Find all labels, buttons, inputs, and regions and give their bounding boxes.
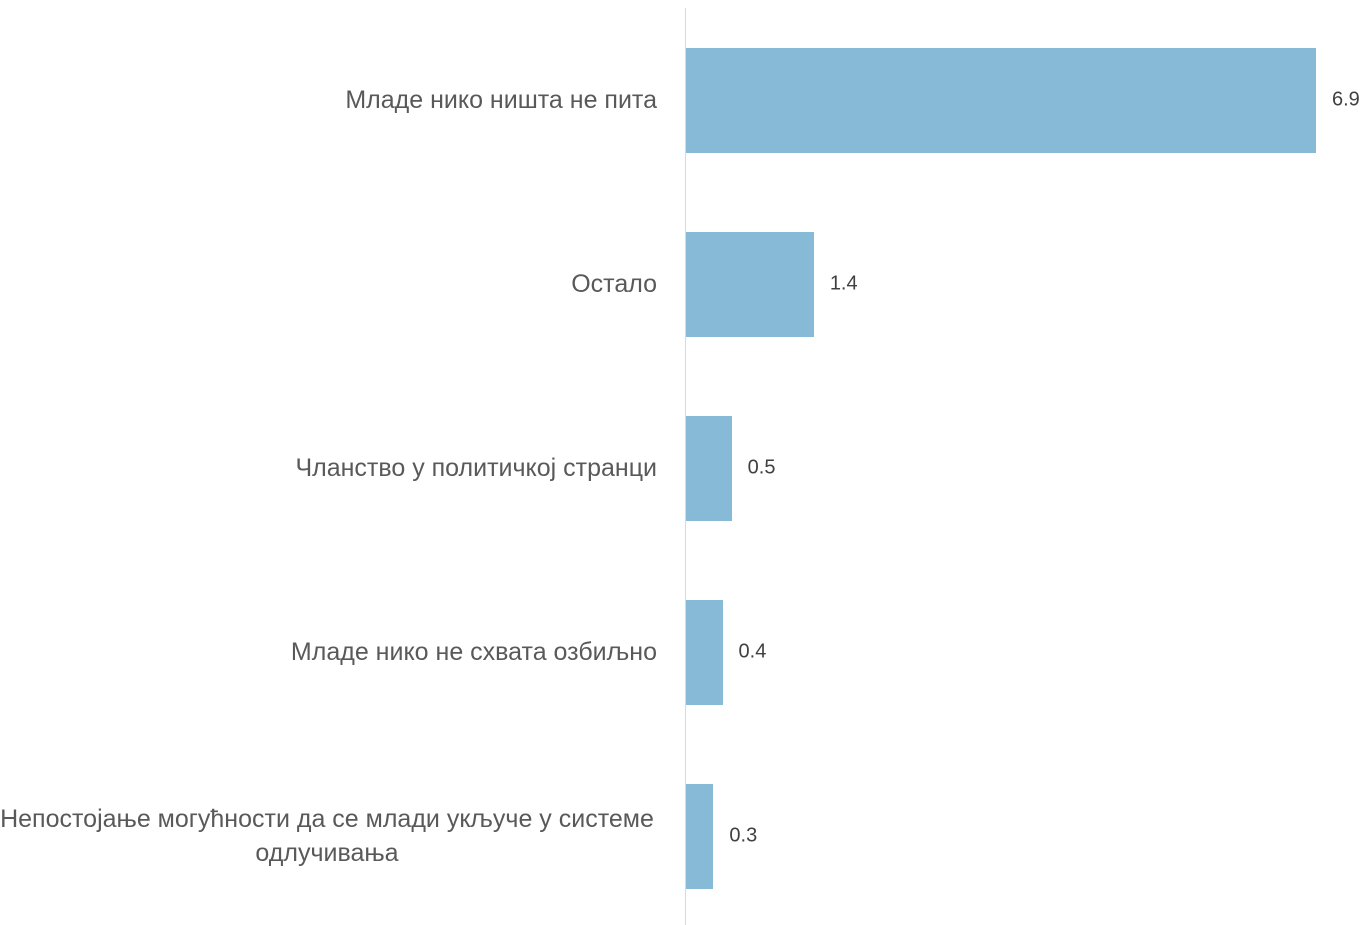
category-label-box: Младе нико не схвата озбиљно (0, 635, 657, 669)
category-label: Непостојање могућности да се млади укључ… (0, 805, 654, 867)
category-label: Младе нико не схвата озбиљно (290, 638, 657, 666)
category-label-box: Непостојање могућности да се млади укључ… (0, 802, 657, 870)
category-label: Чланство у политичкој странци (295, 454, 657, 482)
value-label: 1.4 (829, 272, 858, 295)
axis-line (685, 8, 686, 925)
category-label-box: Чланство у политичкој странци (0, 451, 657, 485)
value-label: 0.3 (729, 824, 758, 847)
category-label-box: Остало (0, 267, 657, 301)
bar (686, 231, 814, 337)
value-label: 0.5 (747, 456, 776, 479)
bar (686, 415, 732, 521)
bar (686, 47, 1316, 153)
bar (686, 783, 714, 889)
category-label: Остало (571, 270, 657, 298)
bar (686, 599, 723, 705)
category-label: Младе нико ништа не пита (345, 86, 657, 114)
value-label: 0.4 (738, 640, 767, 663)
category-label-box: Младе нико ништа не пита (0, 83, 657, 117)
value-label: 6.9 (1332, 88, 1360, 111)
